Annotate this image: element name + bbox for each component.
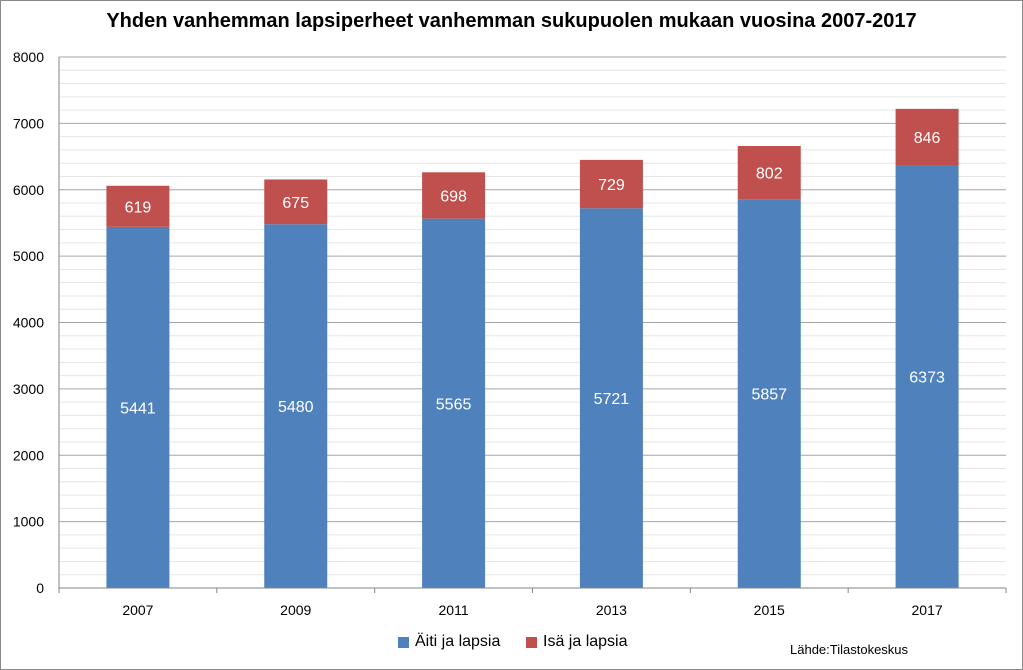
x-tick-label: 2011 bbox=[439, 602, 469, 618]
source-note: Lähde:Tilastokeskus bbox=[790, 642, 909, 657]
y-tick-label: 0 bbox=[36, 580, 44, 596]
bar-segment bbox=[895, 108, 959, 165]
x-tick-label: 2013 bbox=[596, 602, 627, 618]
chart-title: Yhden vanhemman lapsiperheet vanhemman s… bbox=[106, 10, 917, 32]
y-tick-label: 1000 bbox=[13, 514, 44, 530]
bar-segment bbox=[579, 159, 643, 209]
bar-segment bbox=[264, 179, 328, 225]
legend: Äiti ja lapsia Isä ja lapsia bbox=[0, 633, 1023, 657]
legend-label-aiti: Äiti ja lapsia bbox=[415, 633, 501, 650]
data-label: 729 bbox=[598, 177, 625, 194]
bar-segment bbox=[422, 218, 486, 589]
bar-segment bbox=[895, 164, 959, 588]
data-label: 5857 bbox=[751, 387, 787, 404]
x-tick-label: 2015 bbox=[754, 602, 785, 618]
y-tick-label: 2000 bbox=[13, 447, 44, 463]
data-label: 698 bbox=[440, 188, 467, 205]
data-label: 802 bbox=[756, 166, 783, 183]
x-tick-label: 2009 bbox=[280, 602, 311, 618]
legend-item-aiti: Äiti ja lapsia bbox=[398, 633, 500, 651]
data-label: 5480 bbox=[278, 399, 314, 416]
data-label: 846 bbox=[914, 130, 941, 147]
y-tick-label: 3000 bbox=[13, 381, 44, 397]
bar-segment bbox=[737, 199, 801, 588]
x-tick-label: 2017 bbox=[912, 602, 943, 618]
bar-segment bbox=[264, 224, 328, 588]
x-tick-label: 2007 bbox=[122, 602, 153, 618]
bar-segment bbox=[737, 146, 801, 200]
bar-segment bbox=[106, 226, 170, 588]
data-label: 675 bbox=[282, 195, 309, 212]
legend-item-isa: Isä ja lapsia bbox=[526, 633, 628, 651]
chart-plot: 0 1000 2000 3000 4000 5000 6000 7000 8000 5441 619… bbox=[13, 49, 1007, 618]
data-label: 619 bbox=[125, 199, 152, 216]
y-tick-label: 5000 bbox=[13, 248, 44, 264]
y-tick-label: 7000 bbox=[13, 115, 44, 131]
data-label: 6373 bbox=[909, 369, 945, 386]
y-tick-label: 6000 bbox=[13, 182, 44, 198]
data-label: 5721 bbox=[594, 391, 630, 408]
y-tick-label: 4000 bbox=[13, 315, 44, 331]
bar-segment bbox=[422, 172, 486, 219]
data-label: 5565 bbox=[436, 396, 472, 413]
bar-segment bbox=[579, 208, 643, 589]
legend-label-isa: Isä ja lapsia bbox=[543, 633, 628, 650]
bar-segment bbox=[106, 185, 170, 227]
legend-swatch-aiti bbox=[398, 636, 409, 648]
y-tick-label: 8000 bbox=[13, 49, 44, 65]
data-label: 5441 bbox=[120, 400, 156, 417]
legend-swatch-isa bbox=[526, 636, 537, 648]
